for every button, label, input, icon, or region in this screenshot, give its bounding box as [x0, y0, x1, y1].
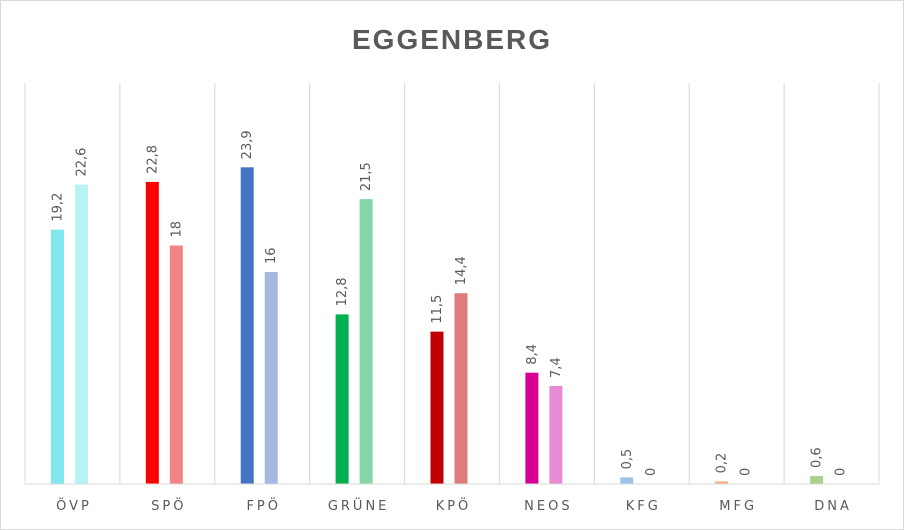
x-tick-labels: ÖVP SPÖ FPÖ GRÜNE KPÖ NEOS KFG MFG DNA [56, 497, 852, 514]
x-tick-label: FPÖ [246, 497, 281, 514]
bar [359, 199, 373, 484]
data-label: 0,5 [620, 449, 635, 470]
data-label: 0 [739, 468, 754, 476]
data-label: 14,4 [454, 256, 469, 285]
data-label: 22,8 [145, 145, 160, 174]
bars-group [50, 167, 824, 485]
bar [335, 314, 349, 484]
data-label: 18 [169, 221, 184, 238]
data-label: 16 [264, 247, 279, 264]
data-label: 23,9 [240, 130, 255, 159]
data-label: 0 [834, 468, 849, 476]
bar [74, 184, 88, 485]
bar [715, 481, 729, 484]
data-label: 0 [644, 468, 659, 476]
x-tick-label: NEOS [524, 499, 572, 514]
data-label: 0,2 [715, 453, 730, 474]
bar [240, 167, 254, 484]
data-label: 11,5 [430, 295, 445, 324]
data-label: 12,8 [335, 277, 350, 306]
x-tick-label: MFG [719, 499, 757, 514]
x-tick-label: SPÖ [151, 497, 186, 514]
data-label: 19,2 [50, 193, 65, 222]
x-tick-label: KPÖ [436, 497, 472, 514]
data-label: 8,4 [525, 344, 540, 365]
bar [430, 331, 444, 484]
bar [549, 385, 563, 484]
x-tick-label: KFG [626, 499, 661, 514]
data-labels-group: 19,2 22,6 22,8 18 23,9 16 12,8 21,5 11,5 14,4 8,4 7… [50, 130, 848, 476]
data-label: 22,6 [74, 148, 89, 177]
data-label: 0,6 [810, 447, 825, 468]
bar [810, 476, 824, 484]
bar [50, 229, 64, 484]
bar [525, 372, 539, 484]
bar [264, 272, 278, 484]
x-tick-label: GRÜNE [328, 497, 390, 514]
category-gridlines [24, 83, 880, 484]
x-tick-label: DNA [814, 499, 852, 514]
chart-title: EGGENBERG [352, 24, 552, 55]
bar [145, 181, 159, 484]
bar [620, 477, 634, 484]
bar [454, 293, 468, 484]
bar [169, 245, 183, 484]
data-label: 21,5 [359, 162, 374, 191]
x-tick-label: ÖVP [56, 497, 92, 514]
data-label: 7,4 [549, 357, 564, 378]
